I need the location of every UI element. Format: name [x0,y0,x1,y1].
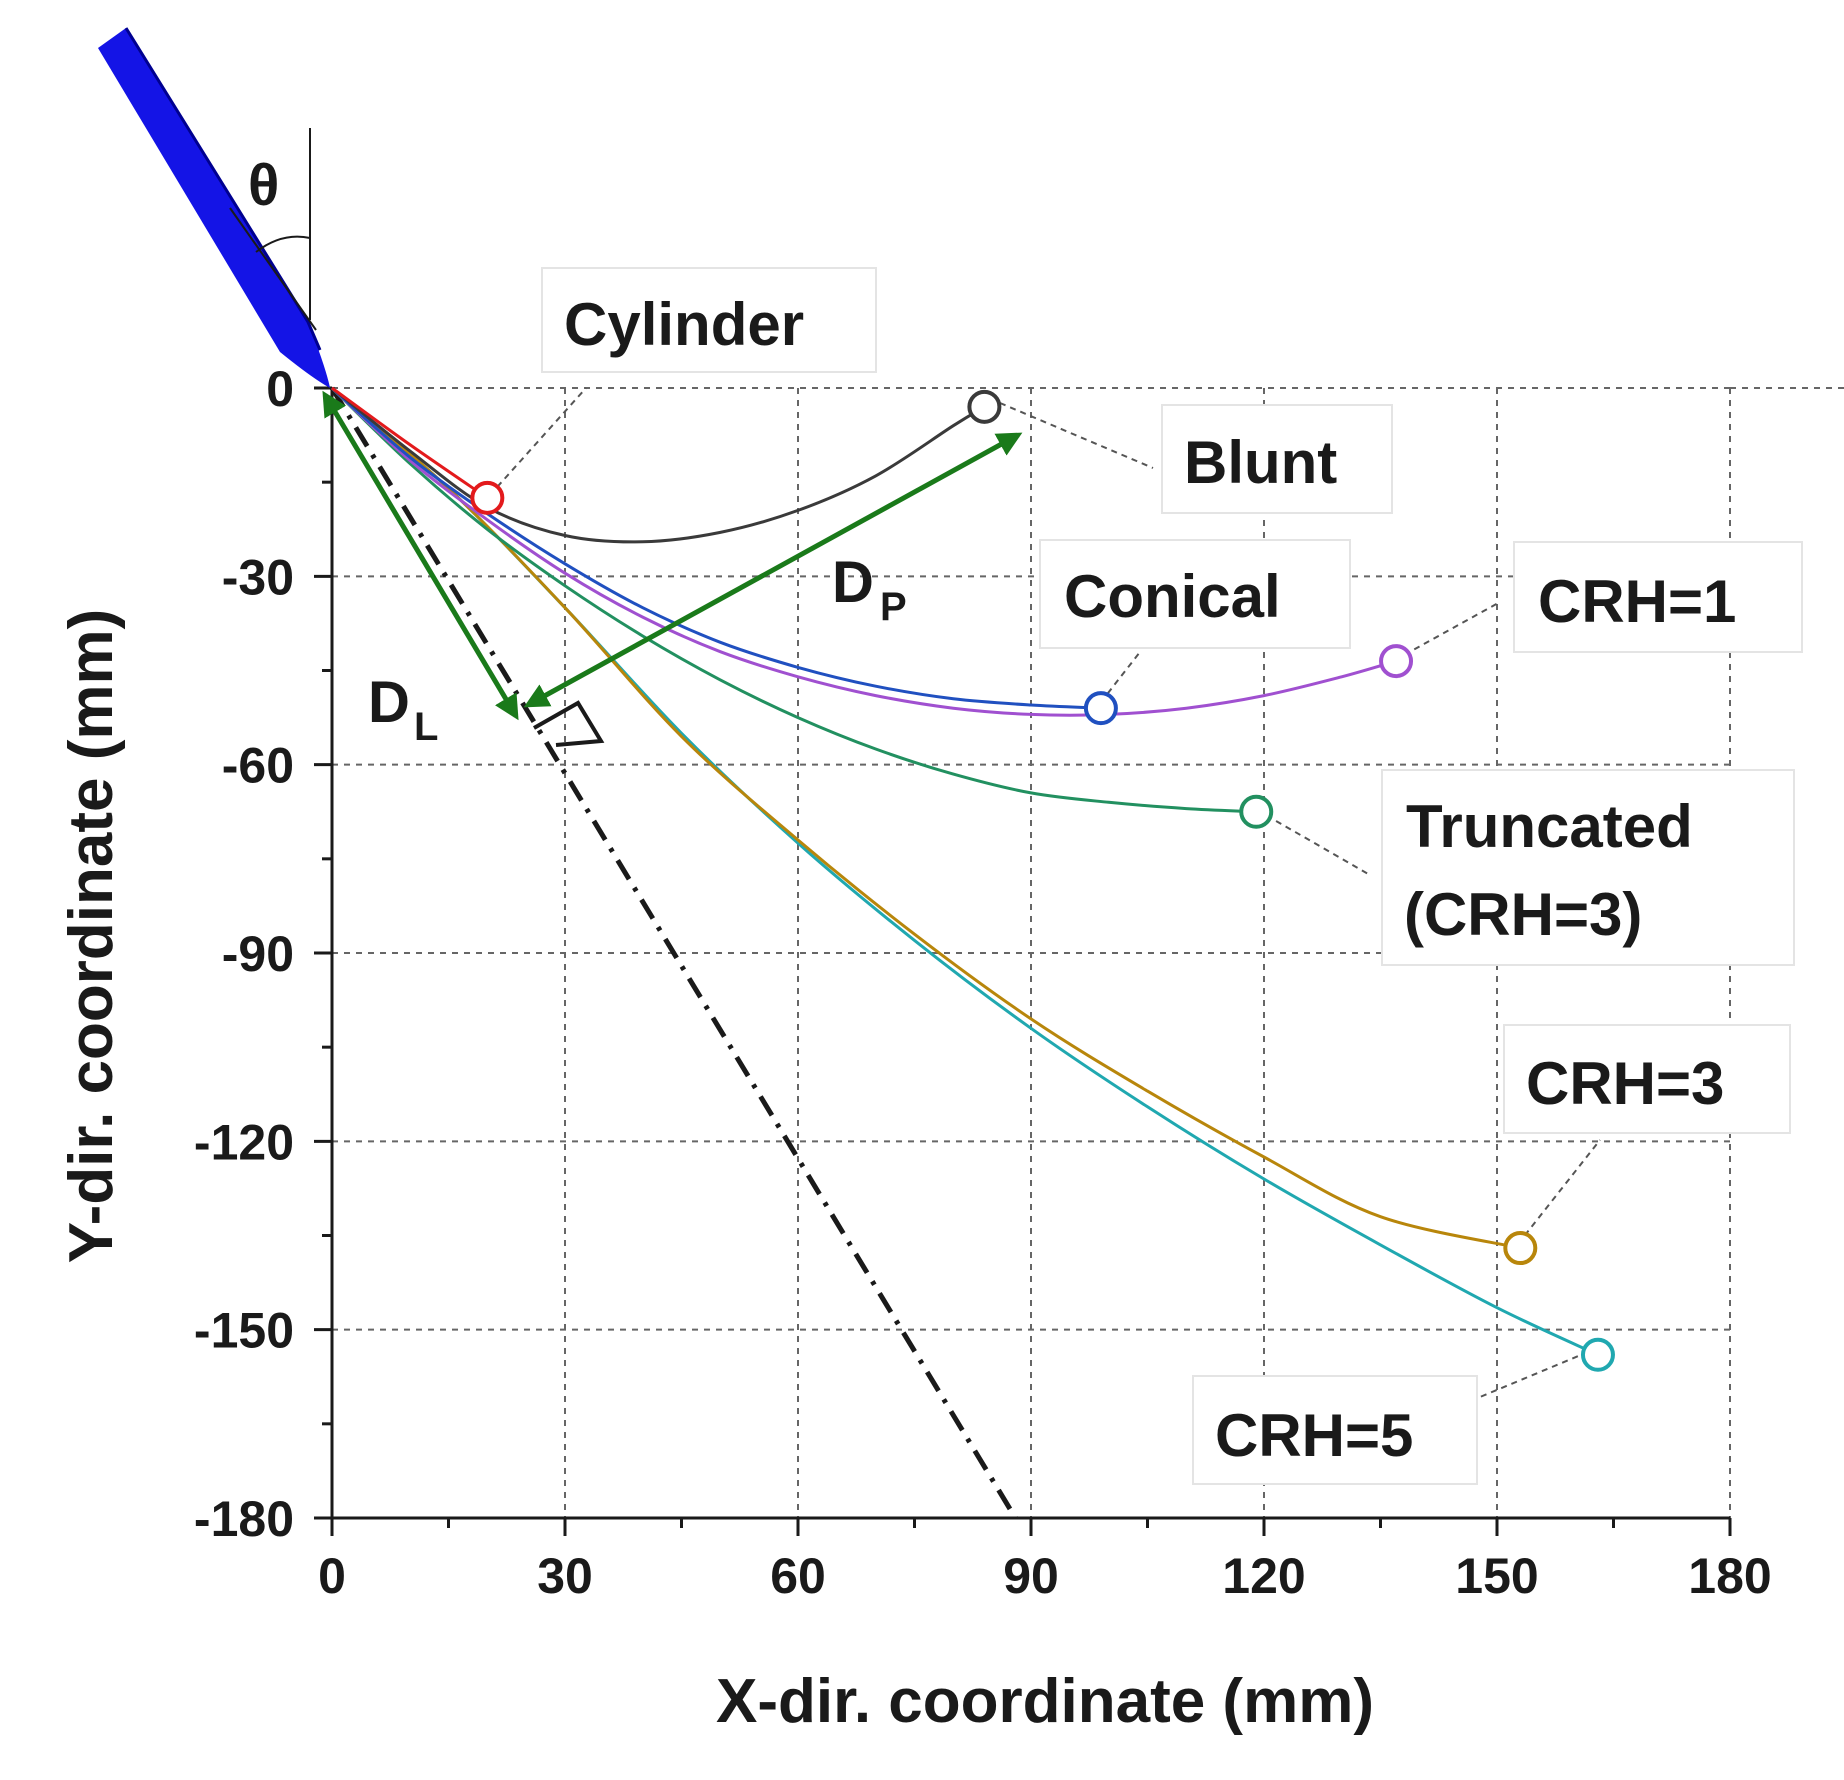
right-angle-marker [533,700,605,747]
projectile-icon [98,27,330,388]
crh3-leader [1517,1139,1601,1245]
theta-symbol: θ [248,153,279,218]
y-tick-label--150: -150 [194,1303,294,1359]
y-tick-label--60: -60 [222,738,294,794]
series-line-conical [331,386,1101,710]
crh5-label-box [1192,1375,1478,1485]
truncated-label-box [1381,769,1795,966]
y-tick-label-0: 0 [266,361,294,417]
end-marker-blunt [967,389,1002,424]
end-marker-crh-1 [1379,644,1414,679]
conical-label: Conical [1064,563,1281,630]
x-axis-title: X-dir. coordinate (mm) [716,1667,1374,1736]
dl-subscript: L [414,705,438,749]
x-tick-label-120: 120 [1222,1548,1305,1604]
x-tick-label-180: 180 [1688,1548,1771,1604]
y-tick-label--30: -30 [222,549,294,605]
dp-symbol: D [832,550,874,615]
annotation-texts: Cylinder Blunt Conical CRH=1 Truncated (… [248,153,1736,1469]
y-tick-label--120: -120 [194,1114,294,1170]
end-marker-crh-5 [1580,1337,1615,1372]
x-tick-label-0: 0 [318,1548,346,1604]
dl-symbol: D [368,670,410,735]
truncated-leader [1256,809,1371,876]
x-tick-label-90: 90 [1003,1548,1059,1604]
dp-arrow [523,432,1023,708]
blunt-leader [999,402,1154,469]
x-tick-label-150: 150 [1455,1548,1538,1604]
end-marker-conical [1083,691,1118,726]
crh1-leader [1394,601,1501,661]
label-boxes [541,267,1803,1485]
truncated-label-line1: Truncated [1406,793,1693,860]
projectile-axis-line [229,207,317,331]
theta-angle-arc [255,235,311,253]
dp-subscript: P [880,585,907,629]
x-tick-label-60: 60 [770,1548,826,1604]
dl-arrow [322,390,519,721]
y-axis-title: Y-dir. coordinate (mm) [57,609,126,1264]
conical-label-box [1039,539,1351,649]
y-tick-label--90: -90 [222,926,294,982]
blunt-label: Blunt [1184,429,1337,496]
crh5-leader [1479,1351,1589,1398]
crh5-label: CRH=5 [1215,1402,1413,1469]
crh1-label-box [1513,541,1803,653]
crh1-label: CRH=1 [1538,568,1736,635]
crh3-label-box [1503,1024,1791,1134]
truncated-label-line2: (CRH=3) [1404,881,1642,948]
crh3-label: CRH=3 [1526,1050,1724,1117]
cylinder-leader [489,387,587,496]
reference-dashdot-line [329,386,1018,1520]
end-marker-crh-3 [1503,1231,1538,1266]
blunt-label-box [1161,404,1393,514]
series-line-blunt [331,386,986,544]
x-tick-label-30: 30 [537,1548,593,1604]
y-tick-label--180: -180 [194,1491,294,1547]
cylinder-label-box [541,267,877,373]
cylinder-label: Cylinder [564,291,804,358]
end-marker-cylinder [470,480,505,515]
end-marker-truncated-crh-3 [1239,794,1274,829]
